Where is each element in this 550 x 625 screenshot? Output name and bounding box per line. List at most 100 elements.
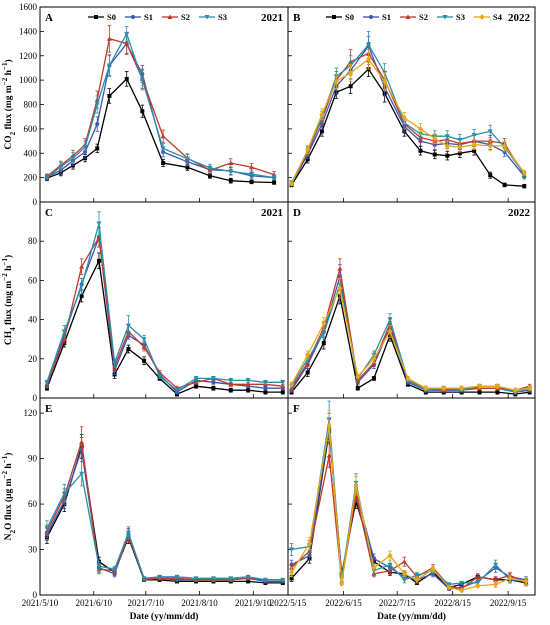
y-axis-title: CO2 flux (mg m−2 h−1) (1, 59, 17, 149)
data-point (339, 579, 345, 586)
data-point (79, 439, 85, 444)
y-tick-label: 0 (33, 590, 38, 600)
data-point (355, 373, 361, 380)
data-point (280, 390, 285, 395)
y-tick-label: 600 (24, 124, 38, 134)
legend-label: S4 (493, 12, 503, 22)
y-tick-label: 30 (28, 545, 38, 555)
data-point (245, 378, 251, 383)
data-point (139, 78, 145, 83)
data-point (280, 383, 286, 389)
data-point (210, 376, 216, 381)
data-point (401, 559, 407, 564)
data-point (228, 160, 234, 165)
x-axis-title: Date (yy/mm/dd) (377, 611, 446, 622)
data-point (79, 284, 85, 289)
y-tick-label: 80 (28, 236, 38, 246)
panel-year: 2022 (508, 207, 531, 219)
panel-c: 0 20 40 60 80 C 2021 (28, 201, 289, 403)
series-s3 (44, 461, 286, 583)
series-s4 (289, 409, 529, 594)
data-point (107, 93, 112, 98)
data-point (185, 165, 190, 170)
data-point (44, 380, 50, 385)
data-point (432, 152, 437, 157)
data-point (70, 156, 76, 161)
series-line (291, 431, 527, 589)
data-point (493, 577, 499, 582)
series-s1 (44, 227, 285, 395)
data-point (387, 328, 393, 335)
y-tick-label: 60 (28, 275, 38, 285)
legend-label: S0 (345, 12, 354, 22)
data-point (289, 381, 295, 388)
data-point (487, 129, 493, 134)
data-point (475, 582, 481, 589)
panel-frame (287, 397, 536, 596)
data-point (262, 380, 268, 385)
data-point (193, 376, 199, 381)
y-tick-label: 400 (24, 148, 38, 158)
data-point (321, 320, 327, 327)
data-point (493, 562, 499, 568)
series-s4 (289, 278, 533, 394)
data-point (161, 161, 166, 165)
data-point (95, 146, 100, 151)
x-tick-label: 2022/8/15 (434, 598, 471, 608)
data-point (348, 84, 353, 89)
data-point (193, 379, 199, 385)
data-point (332, 15, 336, 19)
data-point (142, 358, 147, 363)
data-point (249, 171, 255, 177)
data-point (371, 376, 376, 381)
data-point (305, 370, 310, 375)
y-axis-title: CH4 flux (mg m−2 h−1) (1, 255, 17, 345)
data-point (262, 577, 268, 583)
data-point (459, 385, 465, 392)
data-point (245, 381, 251, 387)
series-line (46, 446, 283, 584)
panel-e: 0 30 60 90 120 2021/5/10 2021/6/10 2021/7/10 202… (22, 397, 289, 608)
data-point (371, 564, 377, 571)
data-point (271, 175, 277, 181)
data-point (228, 576, 234, 581)
data-point (249, 179, 254, 184)
panel-f: 2022/5/15 2022/6/15 2022/7/15 2022/8/15 2022… (270, 397, 536, 608)
data-point (141, 576, 147, 581)
y-tick-label: 0 (33, 393, 38, 403)
data-point (131, 15, 135, 19)
x-tick-label: 2022/9/15 (490, 598, 527, 608)
data-point (96, 221, 102, 227)
data-point (472, 148, 477, 153)
data-point (337, 266, 343, 271)
data-point (249, 164, 255, 170)
x-tick-label: 2022/6/15 (325, 598, 362, 608)
data-point (289, 569, 295, 576)
data-point (414, 576, 420, 583)
series-line (46, 37, 275, 177)
panel-frame (39, 397, 289, 596)
data-point (366, 56, 372, 63)
data-point (459, 587, 465, 594)
data-point (94, 102, 100, 107)
legend-label: S2 (419, 12, 428, 22)
data-point (387, 552, 393, 559)
x-tick-label: 2021/8/10 (181, 598, 218, 608)
y-tick-label: 1200 (19, 51, 38, 61)
data-point (61, 336, 67, 342)
y-tick-label: 800 (24, 100, 38, 110)
data-point (401, 577, 407, 583)
data-point (106, 63, 112, 68)
y-tick-label: 1400 (19, 26, 38, 36)
data-point (157, 374, 163, 379)
data-point (124, 41, 130, 46)
series-line (46, 441, 283, 581)
y-tick-label: 60 (28, 499, 38, 509)
panel-d: D 2022 (287, 201, 536, 399)
data-point (521, 169, 527, 176)
data-point (337, 285, 343, 292)
data-point (442, 15, 448, 20)
data-point (193, 576, 199, 581)
data-point (371, 556, 376, 561)
data-point (401, 114, 407, 121)
